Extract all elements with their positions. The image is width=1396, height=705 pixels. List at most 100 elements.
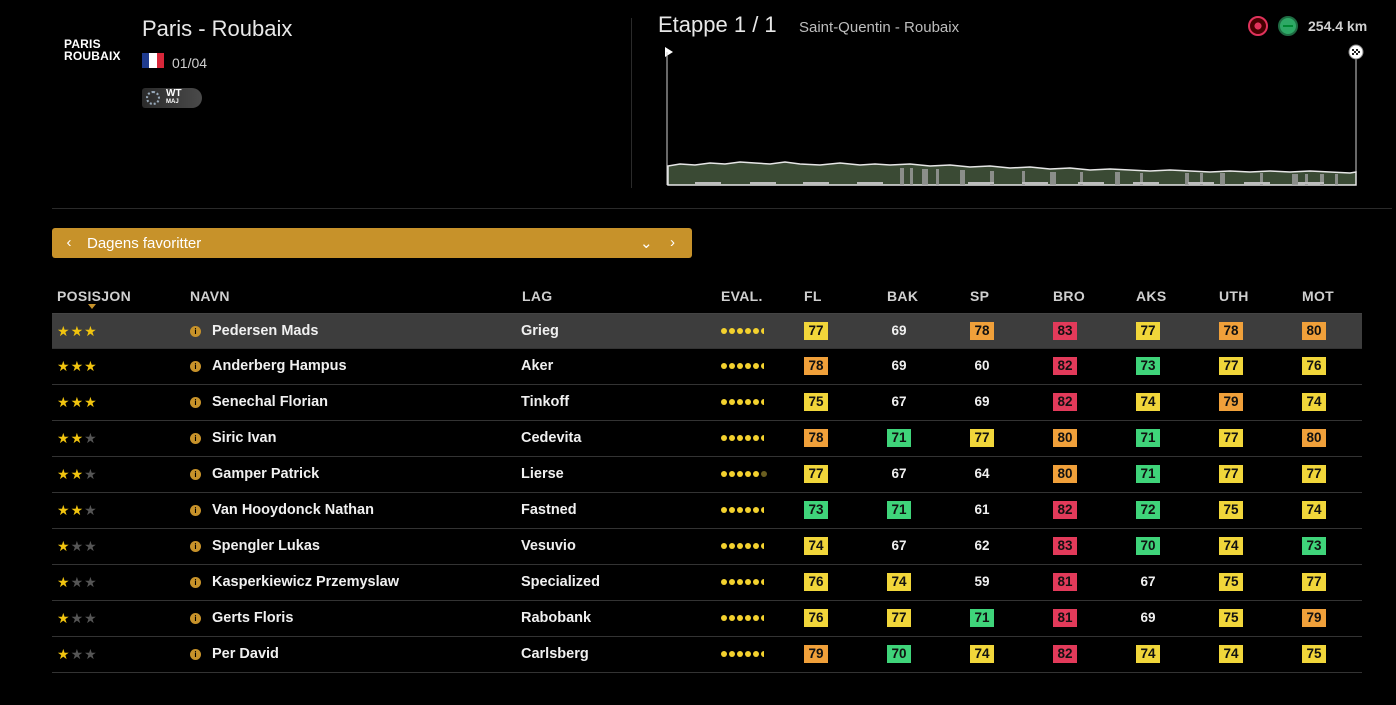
france-flag-icon <box>142 53 164 68</box>
eval-dot-partial <box>761 579 764 585</box>
column-header-eval[interactable]: EVAL. <box>721 288 763 304</box>
stat-bro: 80 <box>1053 429 1077 447</box>
rider-name[interactable]: Siric Ivan <box>212 430 277 446</box>
rider-name[interactable]: Senechal Florian <box>212 394 329 410</box>
chevron-right-icon[interactable]: › <box>670 234 675 251</box>
favorites-label: Dagens favoritter <box>87 235 202 252</box>
stat-mot: 80 <box>1302 429 1326 447</box>
rider-name[interactable]: Per David <box>212 646 279 662</box>
rider-name[interactable]: Anderberg Hampus <box>212 358 347 374</box>
table-row[interactable]: ★★★ i Per David Carlsberg 79 70 74 82 74 74 75 <box>52 637 1362 673</box>
table-row[interactable]: ★★★ i Senechal Florian Tinkoff 75 67 69 82 74 79 7… <box>52 385 1362 421</box>
eval-dot <box>745 328 751 334</box>
column-header-bro[interactable]: BRO <box>1053 288 1086 304</box>
rider-info-icon[interactable]: i <box>190 326 201 337</box>
rider-info-icon[interactable]: i <box>190 541 201 552</box>
star-rating: ★★★ <box>57 493 98 528</box>
rider-info-icon[interactable]: i <box>190 397 201 408</box>
chevron-down-icon[interactable]: ⌄ <box>640 235 653 252</box>
table-row[interactable]: ★★★ i Van Hooydonck Nathan Fastned 73 71 61 82 7… <box>52 493 1362 529</box>
eval-dot <box>745 615 751 621</box>
column-header-fl[interactable]: FL <box>804 288 822 304</box>
eval-dot <box>729 328 735 334</box>
evaluation-dots <box>721 435 764 443</box>
eval-dot <box>753 543 759 549</box>
column-header-uth[interactable]: UTH <box>1219 288 1249 304</box>
favorites-selector[interactable]: ‹ Dagens favoritter ⌄ › <box>52 228 692 258</box>
rider-name[interactable]: Kasperkiewicz Przemyslaw <box>212 574 399 590</box>
star-rating: ★★★ <box>57 457 98 492</box>
rider-team: Carlsberg <box>521 646 589 662</box>
eval-dot <box>753 579 759 585</box>
stat-aks: 71 <box>1136 429 1160 447</box>
table-row[interactable]: ★★★ i Pedersen Mads Grieg 77 69 78 83 77 78 80 <box>52 313 1362 349</box>
rider-name[interactable]: Gamper Patrick <box>212 466 320 482</box>
rider-info-icon[interactable]: i <box>190 469 201 480</box>
stat-sp: 71 <box>970 609 994 627</box>
chevron-left-icon[interactable]: ‹ <box>66 234 72 251</box>
stat-aks: 69 <box>1140 610 1156 625</box>
eval-dot <box>753 471 759 477</box>
rider-info-icon[interactable]: i <box>190 613 201 624</box>
flat-stage-icon <box>1278 16 1298 36</box>
eval-dot-partial <box>761 543 764 549</box>
stage-profile-chart[interactable] <box>660 40 1370 190</box>
logo-line-1: PARIS <box>64 37 101 51</box>
table-row[interactable]: ★★★ i Gamper Patrick Lierse 77 67 64 80 71 77 77 <box>52 457 1362 493</box>
column-header-bak[interactable]: BAK <box>887 288 919 304</box>
stat-sp: 74 <box>970 645 994 663</box>
rider-info-icon[interactable]: i <box>190 649 201 660</box>
worldtour-icon <box>146 91 160 105</box>
stat-aks: 73 <box>1136 357 1160 375</box>
rider-info-icon[interactable]: i <box>190 433 201 444</box>
race-date: 01/04 <box>172 55 208 71</box>
star-icon: ★ <box>70 574 85 590</box>
star-icon: ★ <box>84 610 98 626</box>
star-icon: ★ <box>57 574 71 590</box>
sort-desc-icon <box>88 304 96 309</box>
rider-info-icon[interactable]: i <box>190 361 201 372</box>
table-row[interactable]: ★★★ i Spengler Lukas Vesuvio 74 67 62 83 70 74 73 <box>52 529 1362 565</box>
rider-name[interactable]: Gerts Floris <box>212 610 294 626</box>
table-row[interactable]: ★★★ i Kasperkiewicz Przemyslaw Specialized 7… <box>52 565 1362 601</box>
section-divider <box>52 208 1392 209</box>
column-header-mot[interactable]: MOT <box>1302 288 1335 304</box>
column-header-position[interactable]: POSISJON <box>57 288 131 304</box>
eval-dot <box>729 615 735 621</box>
column-header-team[interactable]: LAG <box>522 288 553 304</box>
column-header-sp[interactable]: SP <box>970 288 990 304</box>
eval-dot-partial <box>761 615 764 621</box>
stat-mot: 74 <box>1302 393 1326 411</box>
table-row[interactable]: ★★★ i Siric Ivan Cedevita 78 71 77 80 71 77 80 <box>52 421 1362 457</box>
stat-aks: 74 <box>1136 645 1160 663</box>
stat-sp: 64 <box>974 466 990 481</box>
stat-fl: 78 <box>804 357 828 375</box>
rider-info-icon[interactable]: i <box>190 577 201 588</box>
stat-bro: 82 <box>1053 357 1077 375</box>
eval-dot <box>721 363 727 369</box>
star-icon: ★ <box>57 323 71 339</box>
eval-dot <box>729 399 735 405</box>
rider-info-icon[interactable]: i <box>190 505 201 516</box>
badge-bottom: MAJ <box>166 99 179 105</box>
rider-name[interactable]: Spengler Lukas <box>212 538 320 554</box>
column-header-aks[interactable]: AKS <box>1136 288 1167 304</box>
table-row[interactable]: ★★★ i Anderberg Hampus Aker 78 69 60 82 73 77 76 <box>52 349 1362 385</box>
stat-uth: 77 <box>1219 429 1243 447</box>
eval-dot <box>745 399 751 405</box>
stat-sp: 61 <box>974 502 990 517</box>
rider-team: Vesuvio <box>521 538 576 554</box>
eval-dot <box>745 543 751 549</box>
table-row[interactable]: ★★★ i Gerts Floris Rabobank 76 77 71 81 69 75 79 <box>52 601 1362 637</box>
star-icon: ★ <box>70 358 85 374</box>
stat-sp: 78 <box>970 322 994 340</box>
star-rating: ★★★ <box>57 601 98 636</box>
star-icon: ★ <box>57 358 71 374</box>
column-header-name[interactable]: NAVN <box>190 288 230 304</box>
rider-name[interactable]: Van Hooydonck Nathan <box>212 502 374 518</box>
stat-mot: 75 <box>1302 645 1326 663</box>
eval-dot <box>721 471 727 477</box>
eval-dot <box>729 651 735 657</box>
star-icon: ★ <box>57 394 71 410</box>
rider-name[interactable]: Pedersen Mads <box>212 323 319 339</box>
